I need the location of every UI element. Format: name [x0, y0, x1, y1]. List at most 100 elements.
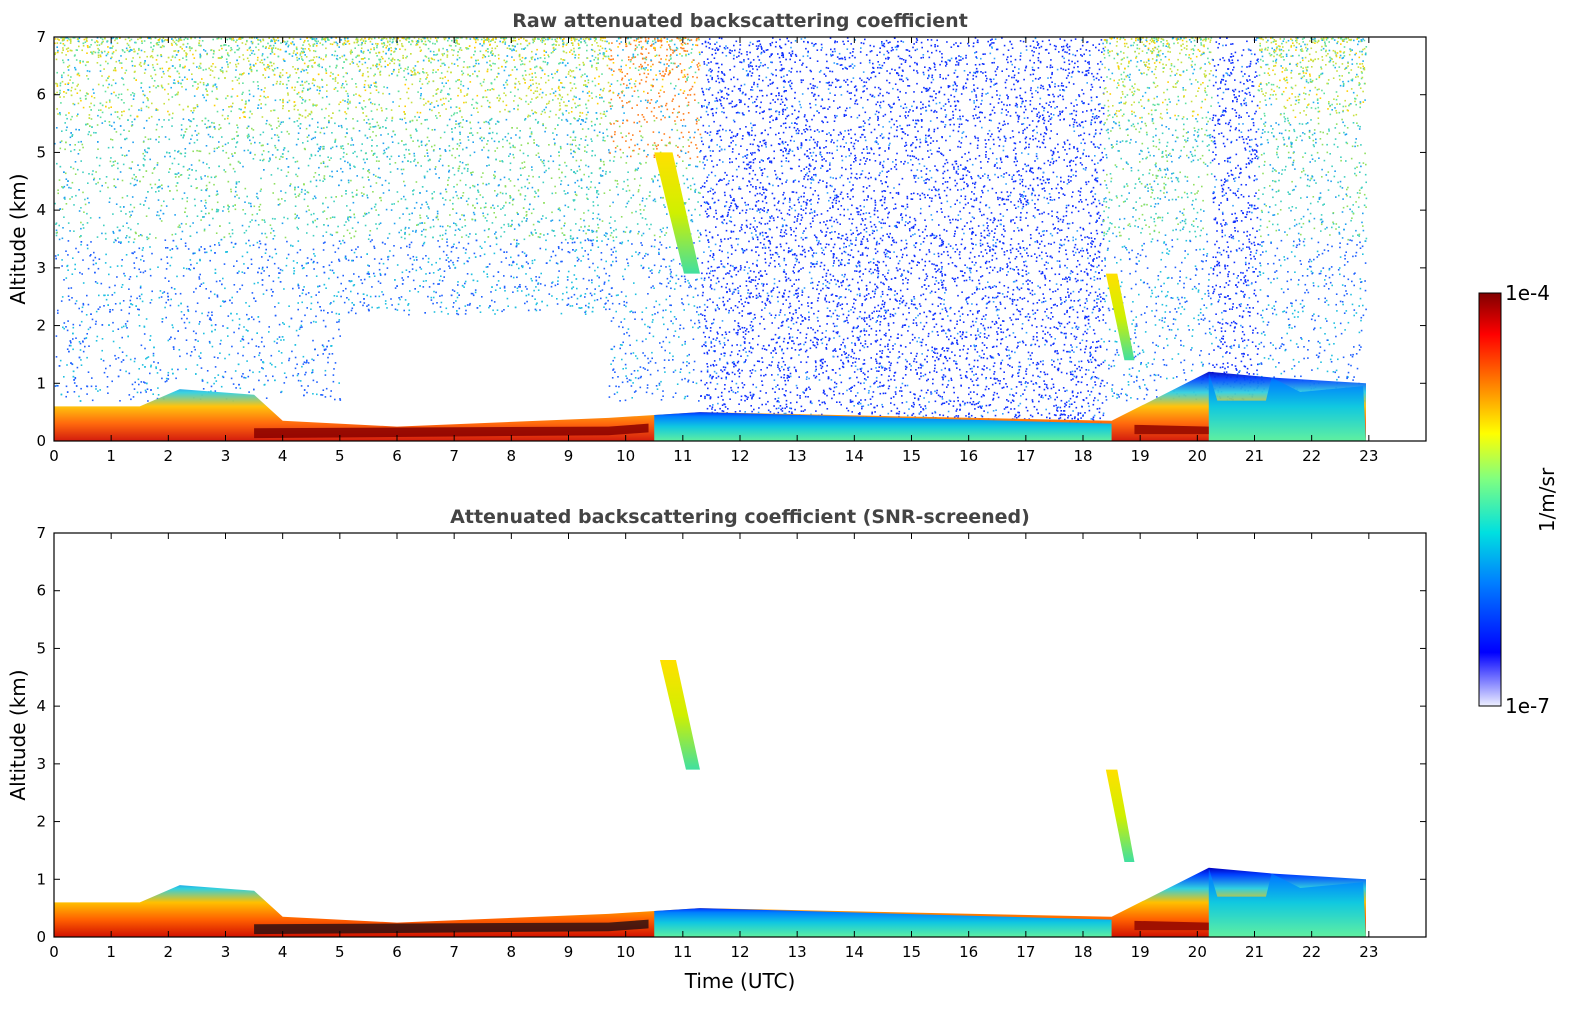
- noise-pixel: [551, 281, 554, 283]
- noise-pixel: [292, 260, 295, 262]
- noise-pixel: [368, 276, 371, 278]
- noise-pixel: [362, 168, 365, 170]
- noise-pixel: [261, 266, 264, 269]
- noise-pixel: [96, 335, 99, 338]
- noise-pixel: [428, 207, 430, 210]
- noise-pixel: [522, 167, 524, 170]
- noise-pixel: [65, 395, 67, 398]
- noise-pixel: [454, 40, 456, 42]
- noise-pixel: [450, 259, 452, 262]
- noise-pixel: [57, 385, 59, 387]
- noise-pixel: [514, 82, 516, 85]
- noise-pixel: [231, 232, 234, 235]
- noise-pixel: [147, 237, 150, 240]
- noise-pixel: [149, 183, 152, 186]
- noise-pixel: [541, 110, 544, 113]
- noise-pixel: [491, 54, 493, 56]
- noise-pixel: [167, 185, 170, 188]
- noise-pixel: [314, 255, 316, 257]
- noise-pixel: [340, 282, 342, 285]
- noise-pixel: [156, 63, 159, 65]
- noise-pixel: [396, 264, 399, 266]
- noise-pixel: [184, 327, 187, 329]
- noise-pixel: [164, 39, 167, 41]
- noise-pixel: [105, 60, 107, 63]
- noise-pixel: [494, 233, 496, 235]
- noise-pixel: [521, 60, 523, 62]
- noise-pixel: [508, 155, 510, 157]
- noise-pixel: [283, 339, 285, 341]
- noise-pixel: [314, 154, 317, 157]
- noise-pixel: [283, 372, 286, 374]
- noise-pixel: [340, 86, 343, 89]
- noise-pixel: [292, 287, 294, 290]
- noise-pixel: [353, 303, 355, 306]
- noise-pixel: [477, 121, 480, 124]
- noise-pixel: [59, 92, 61, 94]
- noise-pixel: [62, 227, 64, 229]
- noise-pixel: [243, 272, 246, 274]
- noise-pixel: [286, 101, 289, 104]
- noise-pixel: [112, 330, 114, 332]
- noise-pixel: [599, 174, 602, 176]
- noise-pixel: [449, 87, 451, 90]
- noise-pixel: [552, 76, 554, 79]
- noise-pixel: [70, 344, 72, 347]
- noise-pixel: [535, 112, 538, 114]
- noise-pixel: [573, 274, 576, 276]
- noise-pixel: [125, 236, 127, 239]
- noise-pixel: [347, 219, 350, 222]
- noise-pixel: [524, 302, 526, 305]
- noise-pixel: [554, 48, 557, 50]
- noise-pixel: [261, 367, 263, 369]
- noise-pixel: [549, 259, 551, 262]
- noise-pixel: [91, 399, 94, 402]
- noise-pixel: [351, 259, 353, 262]
- noise-pixel: [323, 117, 326, 119]
- noise-pixel: [237, 126, 239, 129]
- noise-pixel: [352, 259, 354, 262]
- noise-pixel: [531, 98, 533, 100]
- noise-pixel: [103, 50, 106, 53]
- noise-pixel: [220, 70, 222, 72]
- noise-pixel: [470, 127, 472, 130]
- noise-pixel: [461, 172, 463, 175]
- noise-pixel: [497, 54, 500, 56]
- noise-pixel: [193, 141, 196, 144]
- noise-pixel: [459, 131, 461, 134]
- noise-pixel: [397, 303, 400, 306]
- noise-pixel: [462, 192, 465, 194]
- noise-pixel: [177, 51, 179, 53]
- noise-pixel: [308, 43, 310, 46]
- noise-pixel: [379, 70, 382, 73]
- noise-pixel: [428, 286, 431, 288]
- noise-pixel: [411, 263, 414, 266]
- noise-pixel: [501, 37, 503, 39]
- noise-pixel: [99, 190, 102, 193]
- noise-pixel: [369, 136, 372, 138]
- noise-pixel: [373, 126, 375, 128]
- noise-pixel: [497, 72, 500, 75]
- noise-pixel: [179, 292, 182, 295]
- noise-pixel: [534, 72, 536, 74]
- noise-pixel: [193, 81, 196, 83]
- noise-pixel: [68, 299, 71, 301]
- noise-pixel: [192, 111, 194, 114]
- noise-pixel: [341, 126, 343, 129]
- noise-pixel: [125, 69, 128, 72]
- noise-pixel: [379, 176, 381, 179]
- noise-pixel: [524, 198, 526, 201]
- noise-pixel: [491, 88, 493, 90]
- noise-pixel: [492, 309, 494, 312]
- noise-pixel: [360, 51, 363, 53]
- noise-pixel: [238, 323, 241, 326]
- noise-pixel: [112, 213, 114, 215]
- noise-pixel: [315, 321, 317, 323]
- noise-pixel: [432, 80, 435, 82]
- noise-pixel: [475, 59, 478, 62]
- noise-pixel: [423, 228, 425, 231]
- noise-pixel: [521, 48, 523, 50]
- noise-pixel: [247, 375, 250, 378]
- noise-pixel: [438, 245, 441, 248]
- noise-pixel: [384, 179, 387, 182]
